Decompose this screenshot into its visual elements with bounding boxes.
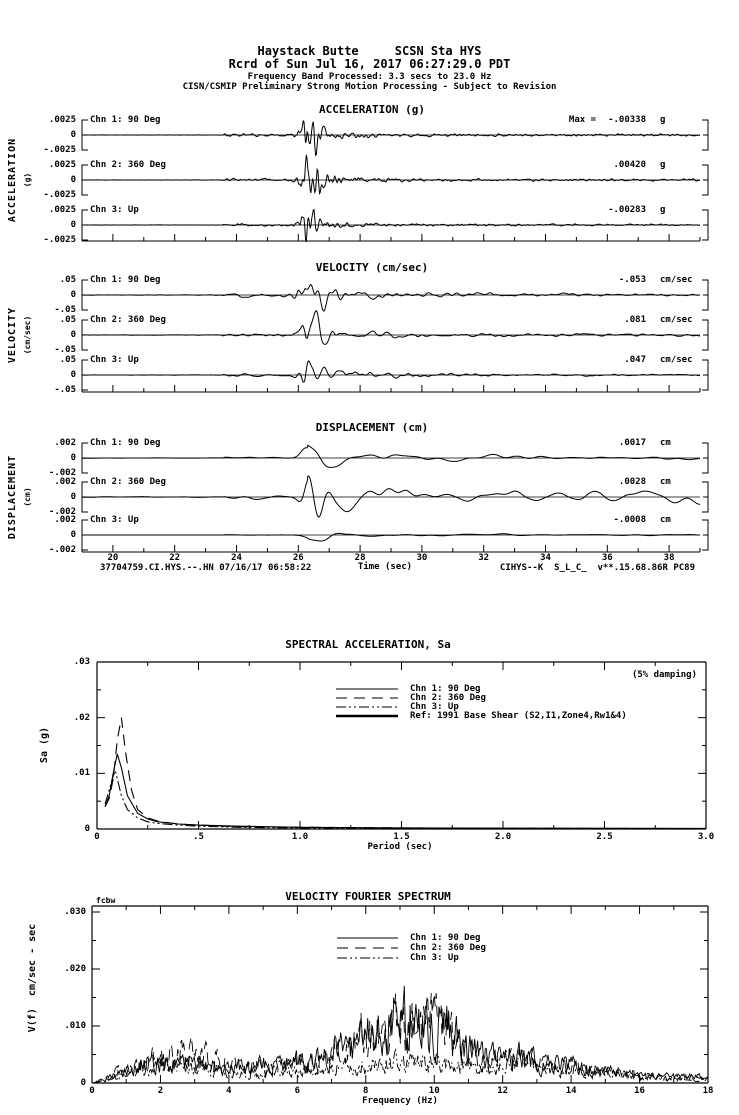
fourier-spectrum-ch1: [91, 985, 709, 1084]
accel-ch1-trace: [82, 119, 701, 157]
disp-ch2-trace: [82, 475, 701, 518]
sa-curve-ch3: [104, 768, 707, 830]
sa-xaxis-label: Period (sec): [367, 842, 433, 852]
disp-ch1-trace: [82, 444, 701, 468]
vel-ch2-trace: [82, 310, 701, 345]
fourier-yaxis-label: V(f) cm/sec - sec: [27, 923, 38, 1033]
sa-damping-note: (5% damping): [631, 670, 697, 680]
frequency-band-note: Frequency Band Processed: 3.3 secs to 23…: [247, 72, 492, 82]
fourier-xaxis-label: Frequency (Hz): [362, 1096, 438, 1106]
station-title: Haystack Butte SCSN Sta HYS: [257, 44, 482, 58]
sa-curve-ch1: [104, 753, 707, 829]
disp-ch3-trace: [82, 532, 700, 542]
accel-ch3-trace: [82, 208, 701, 243]
fourier-spectrum-ch2: [92, 992, 709, 1084]
sa-curve-ch2: [104, 717, 707, 830]
record-timestamp: Rcrd of Sun Jul 16, 2017 06:27:29.0 PDT: [228, 57, 511, 71]
sa-plot-title: SPECTRAL ACCELERATION, Sa: [285, 638, 451, 651]
fourier-spectrum-ch3: [92, 1048, 709, 1084]
fourier-corner-note: fcbw: [96, 896, 116, 905]
sa-yaxis-label: Sa (g): [39, 726, 50, 764]
fourier-plot-title: VELOCITY FOURIER SPECTRUM: [285, 890, 451, 903]
processing-notice: CISN/CSMIP Preliminary Strong Motion Pro…: [182, 82, 557, 92]
vel-ch3-trace: [82, 360, 700, 383]
record-id-footer: 37704759.CI.HYS.--.HN 07/16/17 06:58:22: [100, 563, 312, 573]
processing-code-footer: CIHYS--K S_L_C_ v**.15.68.86R PC89: [499, 563, 695, 573]
accel-ch2-trace: [82, 154, 701, 196]
time-axis-label: Time (sec): [357, 562, 413, 572]
vel-ch1-trace: [82, 283, 701, 312]
